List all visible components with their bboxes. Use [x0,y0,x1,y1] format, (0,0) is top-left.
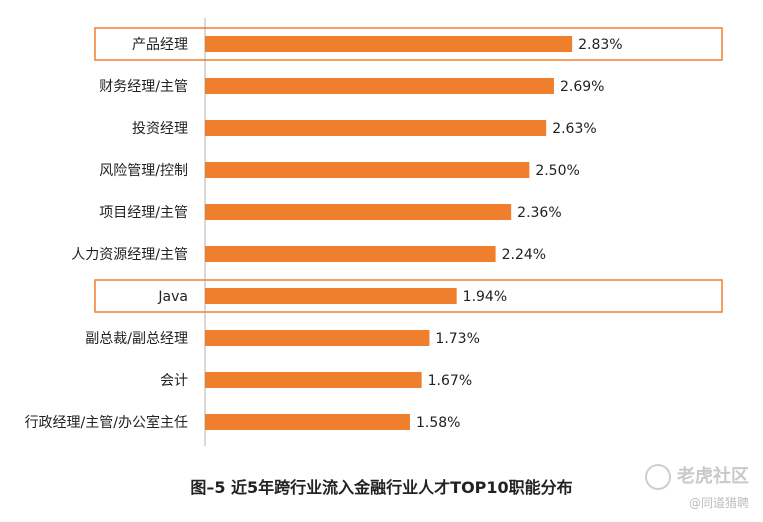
highlight-box [94,279,723,313]
bar [205,288,457,304]
bar [205,246,496,262]
highlight-box [94,27,723,61]
value-label: 1.94% [463,289,507,305]
watermark: 老虎社区 @同道猎聘 [645,462,749,511]
category-label: 风险管理/控制 [99,163,188,179]
category-label: 项目经理/主管 [99,205,188,221]
value-label: 2.63% [552,121,596,137]
value-label: 2.50% [535,163,579,179]
value-label: 1.73% [435,331,479,347]
category-label: 行政经理/主管/办公室主任 [25,414,188,431]
bar [205,36,573,52]
category-label: 副总裁/副总经理 [85,331,188,347]
bar [205,162,530,178]
bar [205,372,422,388]
value-label: 2.83% [578,37,622,53]
bar [205,120,547,136]
bar-chart: 产品经理 2.83% 财务经理/主管 2.69% 投资经理 2.63% 风险管理/控制 2.5… [25,18,723,446]
bar [205,330,430,346]
watermark-brand: 老虎社区 [677,466,749,487]
bar [205,204,512,220]
category-label: Java [157,289,188,305]
category-label: 人力资源经理/主管 [71,247,188,263]
category-label: 投资经理 [132,121,188,137]
bar [205,78,554,94]
category-label: 会计 [160,373,188,389]
tiger-logo-icon [645,464,671,490]
bar [205,414,410,430]
watermark-sub: @同道猎聘 [688,496,749,510]
value-label: 2.24% [502,247,546,263]
value-label: 1.58% [416,415,460,431]
value-label: 1.67% [428,373,472,389]
value-label: 2.36% [517,205,561,221]
value-label: 2.69% [560,79,604,95]
chart-title: 图–5 近5年跨行业流入金融行业人才TOP10职能分布 [190,478,573,497]
category-label: 财务经理/主管 [99,79,188,95]
category-label: 产品经理 [132,37,188,53]
